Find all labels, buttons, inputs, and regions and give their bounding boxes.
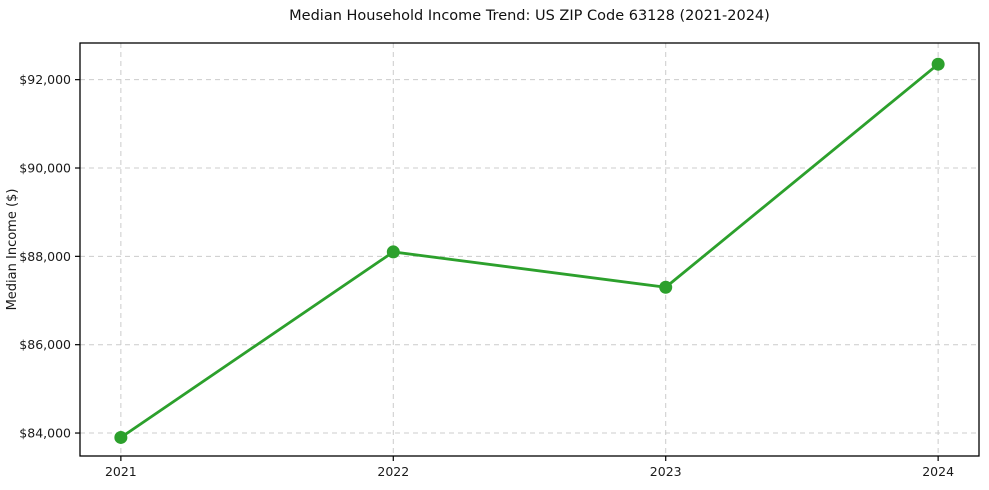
- y-tick-label: $84,000: [19, 426, 71, 441]
- data-point-marker: [659, 280, 673, 294]
- x-tick-label: 2021: [105, 464, 137, 479]
- y-tick-label: $90,000: [19, 161, 71, 176]
- data-point-marker: [386, 245, 400, 259]
- data-point-marker: [931, 57, 945, 71]
- trend-line: [119, 62, 940, 439]
- plot-border: [79, 42, 980, 457]
- y-axis-label: Median Income ($): [5, 189, 20, 311]
- y-tick-label: $92,000: [19, 72, 71, 87]
- chart-title: Median Household Income Trend: US ZIP Co…: [289, 8, 770, 24]
- x-tick-label: 2024: [922, 464, 954, 479]
- y-tick-label: $88,000: [19, 249, 71, 264]
- y-tick-label: $86,000: [19, 337, 71, 352]
- x-tick-label: 2022: [377, 464, 409, 479]
- data-point-marker: [114, 430, 128, 444]
- x-tick-label: 2023: [650, 464, 682, 479]
